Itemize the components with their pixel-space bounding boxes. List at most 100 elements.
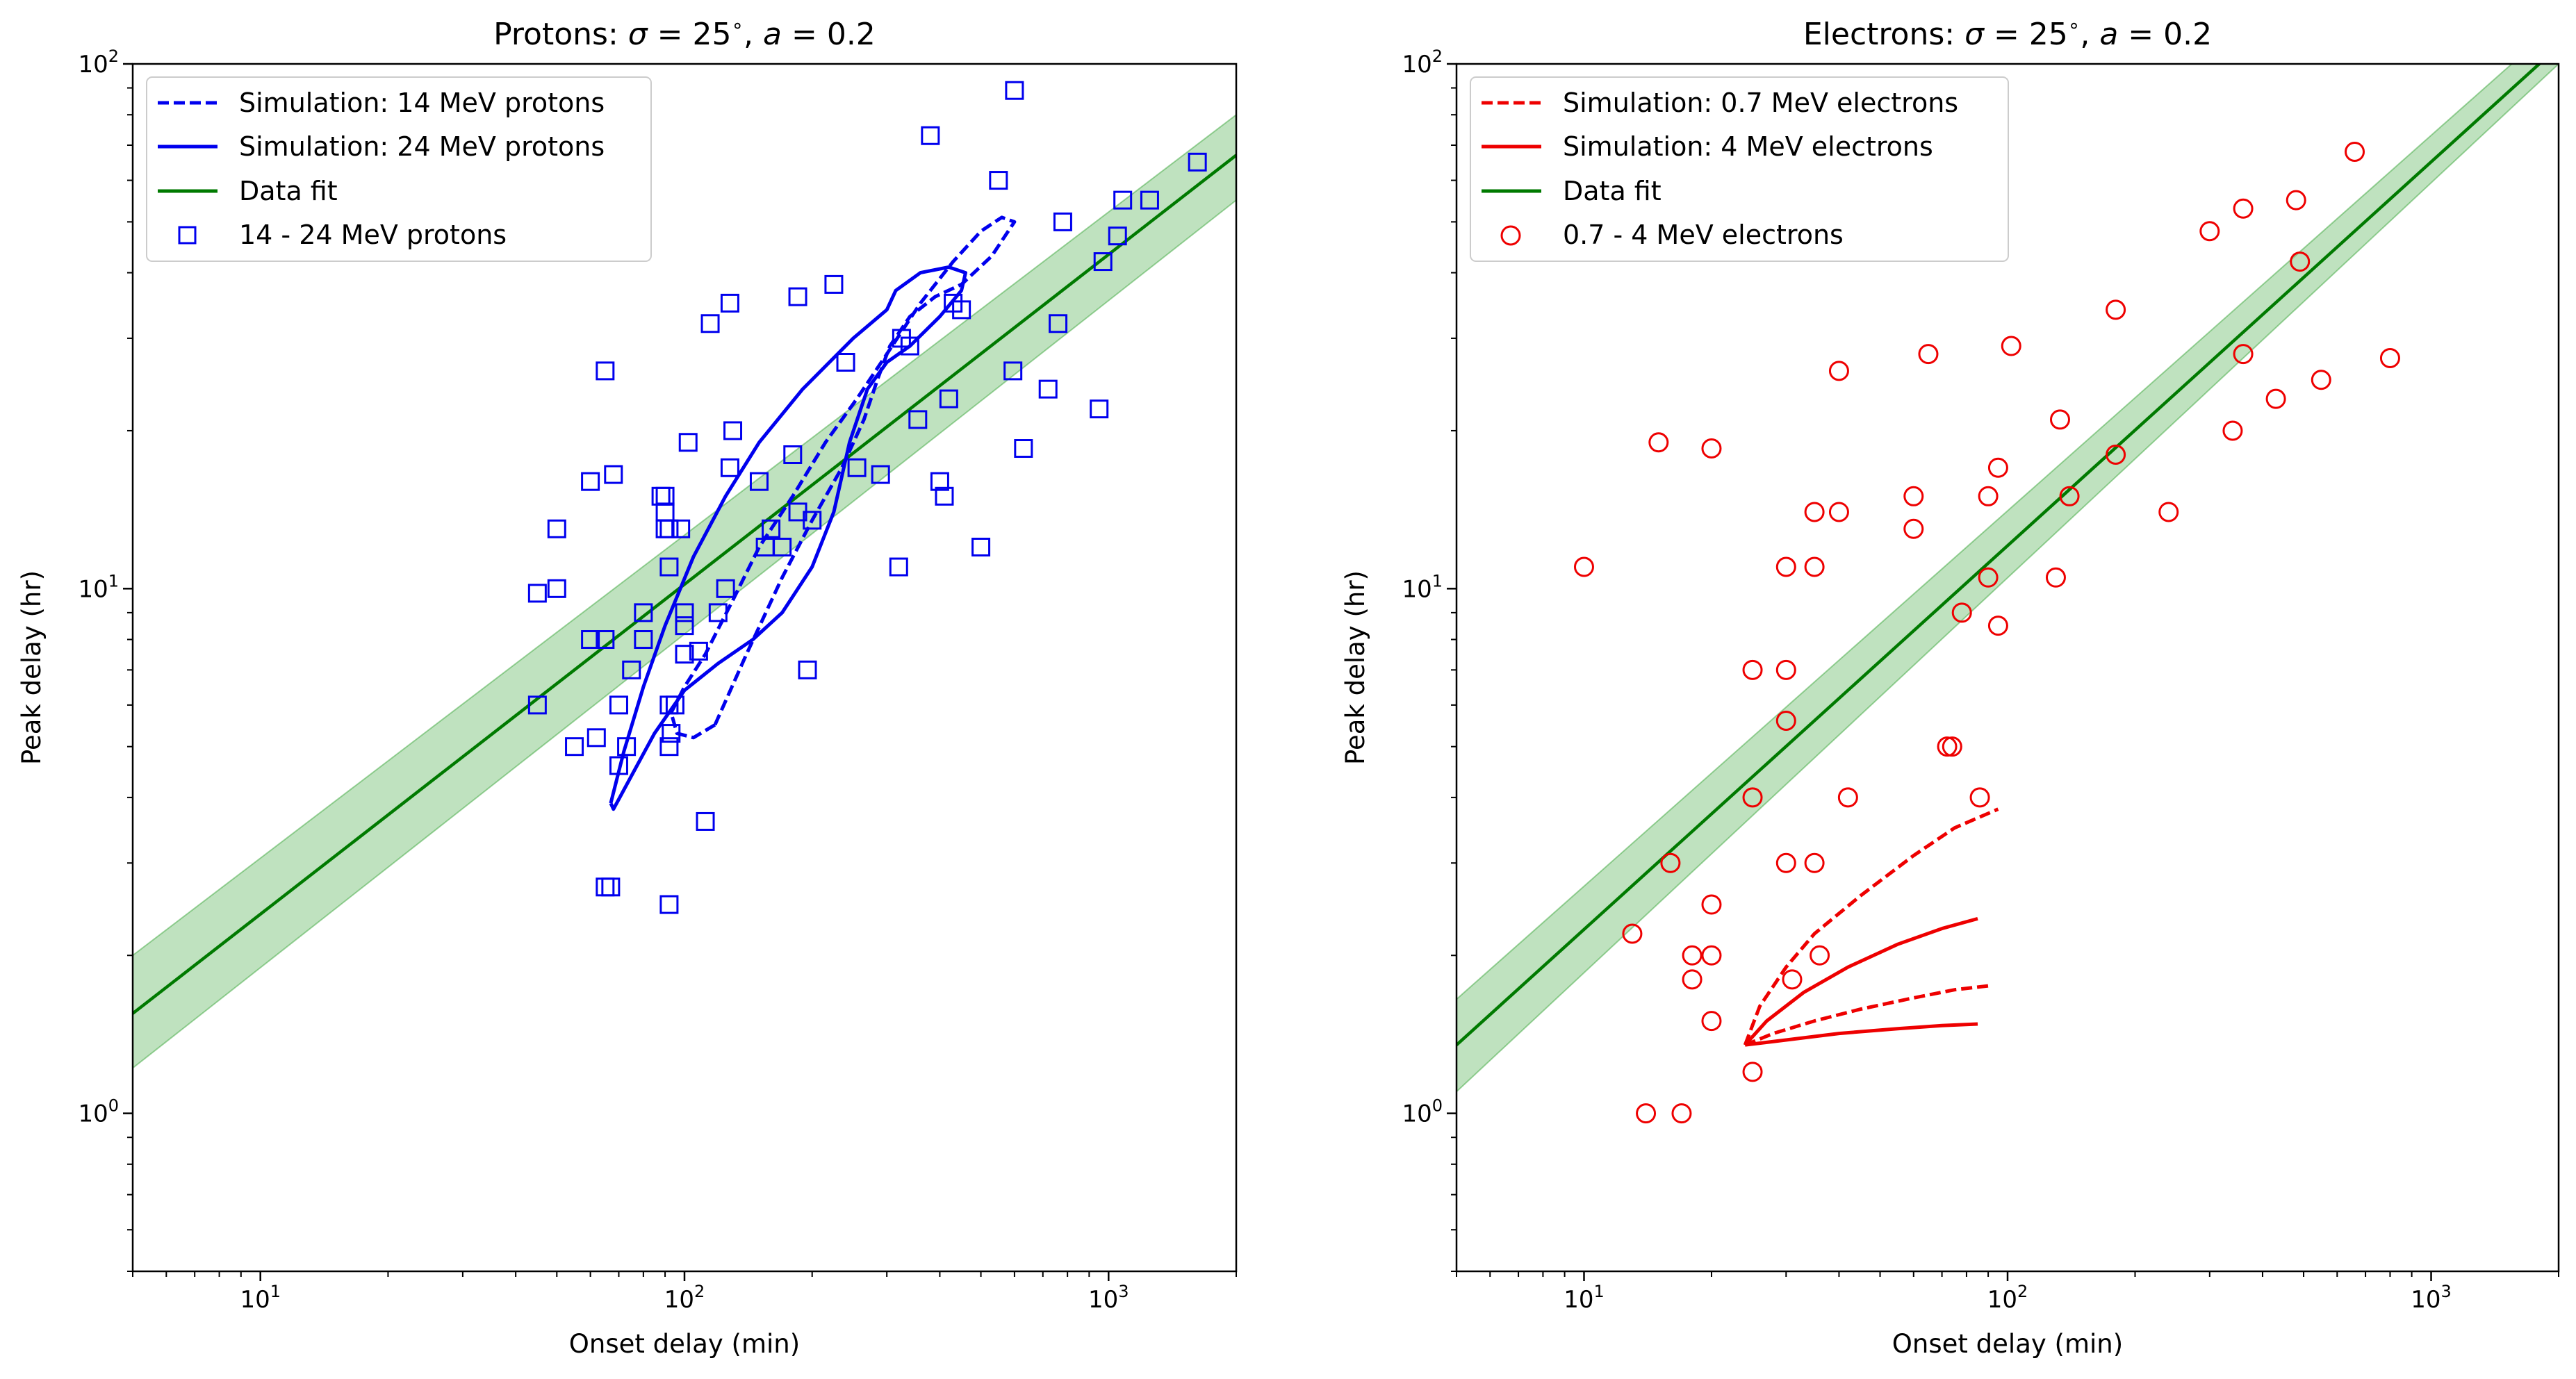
electrons-legend-box (1470, 76, 2009, 262)
protons-data-point (527, 695, 547, 715)
electrons-data-point (1978, 567, 1999, 588)
protons-data-point (921, 126, 940, 145)
electrons-data-point (1987, 616, 2008, 636)
protons-data-point (788, 287, 807, 306)
protons-data-point (935, 486, 954, 506)
electrons-data-point (2106, 445, 2126, 465)
electrons-data-point (2286, 190, 2306, 210)
protons-data-point (908, 410, 928, 429)
electrons-data-point (1937, 736, 1958, 757)
protons-data-point (1140, 190, 1159, 210)
protons-data-point (651, 486, 671, 506)
protons-simulation-curves (609, 215, 1017, 811)
electrons-data-point (1636, 1103, 1657, 1124)
protons-data-point (1049, 314, 1068, 333)
protons-data-point (586, 728, 606, 748)
legend-swatch-square-marker (178, 226, 197, 245)
electrons-y-tick-label: 101 (1402, 571, 1443, 603)
protons-data-point (696, 811, 715, 831)
protons-x-axis-label: Onset delay (min) (569, 1329, 800, 1359)
protons-data-point (952, 300, 971, 320)
electrons-data-point (1682, 945, 1703, 966)
protons-legend-box (146, 76, 652, 262)
legend-label-sim4: Simulation: 4 MeV electrons (1563, 131, 1933, 162)
electrons-data-point (2233, 198, 2254, 219)
protons-data-point (889, 557, 908, 577)
electrons-data-point (2265, 388, 2286, 409)
protons-data-point (609, 695, 628, 715)
protons-data-point (930, 472, 949, 491)
electrons-fit-line-group (1457, 64, 2542, 1046)
electrons-data-point (1918, 344, 1939, 365)
protons-data-point (803, 511, 822, 530)
protons-data-point (604, 465, 623, 484)
protons-data-point (581, 630, 600, 650)
protons-data-point (675, 603, 694, 622)
protons-data-point (527, 584, 547, 603)
protons-data-point (773, 538, 792, 557)
protons-data-point (565, 737, 584, 757)
protons-data-point (596, 877, 615, 897)
protons-data-point (871, 465, 890, 484)
protons-fit-band (133, 113, 1236, 1069)
electrons-data-point (1671, 1103, 1692, 1124)
electrons-data-point (2379, 347, 2400, 368)
electrons-data-point (1742, 659, 1763, 680)
protons-data-point (671, 519, 691, 538)
electrons-x-axis-label: Onset delay (min) (1892, 1329, 2123, 1359)
protons-data-point (1090, 399, 1109, 419)
electrons-data-point (1828, 502, 1849, 522)
protons-data-point (824, 274, 844, 294)
electrons-axis-ticks: 101 102 103 100 101 102 (1402, 47, 2559, 1314)
protons-x-tick-label: 103 (1088, 1282, 1129, 1314)
electrons-data-point (1742, 787, 1763, 808)
electrons-data-point (1648, 432, 1669, 453)
electrons-simulation-curves (1743, 807, 1999, 1047)
electrons-data-point (1903, 518, 1924, 539)
electrons-sim-07mev-upper-curve (1743, 807, 1999, 1046)
electrons-data-point (1837, 787, 1858, 808)
protons-data-point (655, 486, 675, 506)
protons-data-point (749, 472, 769, 491)
electrons-x-tick-label: 103 (2411, 1282, 2452, 1314)
protons-chart-title: Protons: σ = 25∘, a = 0.2 (493, 14, 876, 52)
electrons-data-point (1804, 502, 1825, 522)
protons-fit-line-group (133, 154, 1236, 1015)
electrons-fit-band (1457, 64, 2559, 1093)
protons-data-point (723, 421, 743, 440)
electrons-data-point (2233, 344, 2254, 365)
protons-data-point (596, 361, 615, 381)
protons-y-tick-label: 101 (78, 571, 119, 603)
electrons-data-point (1804, 852, 1825, 873)
legend-label-fit-right: Data fit (1563, 176, 1662, 206)
protons-y-tick-label: 102 (78, 47, 119, 79)
electrons-x-tick-label: 102 (1987, 1282, 2028, 1314)
protons-data-point (547, 519, 566, 538)
electrons-data-point (2106, 299, 2126, 320)
protons-legend: Simulation: 14 MeV protons Simulation: 2… (146, 76, 652, 262)
protons-chart: Protons: σ = 25∘, a = 0.2 101 102 10310010… (17, 14, 1238, 1359)
electrons-sim-07mev-lower-curve (1744, 984, 1989, 1047)
legend-label-sim14: Simulation: 14 MeV protons (239, 88, 605, 118)
electrons-data-point (1622, 923, 1643, 944)
protons-data-point (1113, 190, 1133, 210)
electrons-data-point (1903, 486, 1924, 506)
protons-data-point (665, 695, 684, 715)
protons-data-point (659, 557, 679, 577)
protons-data-point (678, 433, 698, 452)
legend-label-sim24: Simulation: 24 MeV protons (239, 131, 605, 162)
electrons-data-point (1573, 556, 1594, 577)
electrons-y-tick-label: 100 (1402, 1096, 1443, 1128)
protons-data-point (762, 519, 781, 538)
electrons-data-point (1682, 969, 1703, 990)
electrons-data-point (1775, 659, 1796, 680)
protons-data-point (1188, 152, 1207, 172)
electrons-y-axis-label: Peak delay (hr) (1340, 570, 1370, 765)
electrons-data-point (2158, 502, 2179, 522)
protons-sim-14mev-curve (669, 215, 1017, 740)
electrons-data-point (1742, 1062, 1763, 1082)
electrons-x-tick-label: 101 (1564, 1282, 1605, 1314)
protons-data-point (659, 519, 679, 538)
protons-data-point (939, 389, 958, 408)
